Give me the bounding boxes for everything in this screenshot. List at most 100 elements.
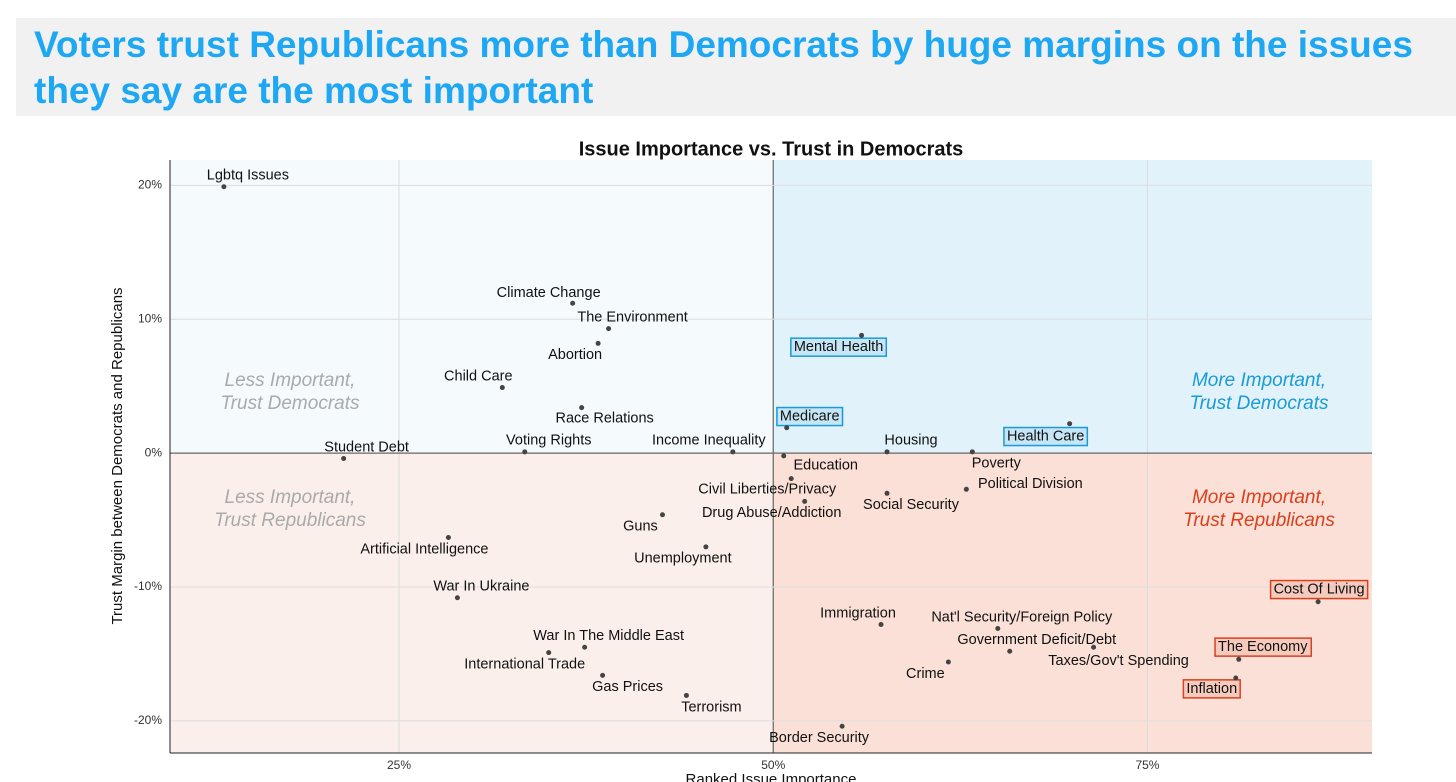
point-label: Housing	[884, 433, 937, 449]
point-label: Poverty	[972, 456, 1022, 472]
data-point	[1091, 644, 1097, 650]
point-label: Voting Rights	[506, 433, 591, 449]
y-tick-label: 10%	[138, 311, 162, 325]
point-label: The Economy	[1218, 639, 1308, 655]
data-point	[1315, 599, 1321, 605]
data-point	[878, 621, 884, 627]
data-point	[839, 723, 845, 729]
data-point	[546, 650, 552, 656]
data-point	[784, 425, 790, 431]
point-label: International Trade	[464, 656, 585, 672]
point-label: Medicare	[780, 409, 840, 425]
quadrant-background	[773, 453, 1372, 753]
label-box	[776, 406, 844, 427]
y-tick-label: 20%	[138, 178, 162, 192]
point-label: Gas Prices	[592, 679, 663, 695]
data-point	[995, 626, 1001, 632]
quadrant-annotation: Trust Republicans	[214, 510, 366, 531]
data-point	[659, 512, 665, 518]
data-point	[341, 456, 347, 462]
point-label: Income Inequality	[652, 433, 766, 449]
data-point	[582, 644, 588, 650]
data-point	[606, 326, 612, 332]
y-tick-label: -10%	[134, 579, 162, 593]
data-point	[522, 449, 528, 455]
data-point	[1233, 675, 1239, 681]
point-label: Education	[793, 458, 858, 474]
point-label: Mental Health	[794, 339, 883, 355]
point-label: Drug Abuse/Addiction	[702, 505, 841, 521]
point-label: Taxes/Gov't Spending	[1048, 653, 1189, 669]
data-point	[963, 486, 969, 492]
quadrant-background	[773, 160, 1372, 454]
point-label: Immigration	[820, 605, 896, 621]
data-point	[1236, 656, 1242, 662]
data-point	[499, 385, 505, 391]
point-label: Nat'l Security/Foreign Policy	[931, 609, 1113, 625]
point-label: Terrorism	[681, 699, 741, 715]
point-label: Guns	[623, 519, 658, 535]
chart-title: Issue Importance vs. Trust in Democrats	[579, 138, 964, 160]
data-point	[859, 332, 865, 338]
data-point	[595, 340, 601, 346]
data-point	[788, 476, 794, 482]
point-label: War In Ukraine	[433, 579, 529, 595]
label-box	[1214, 637, 1312, 657]
x-axis-label: Ranked Issue Importance	[686, 771, 857, 782]
point-label: War In The Middle East	[533, 628, 684, 644]
data-point	[945, 659, 951, 665]
point-label: Artificial Intelligence	[360, 541, 488, 557]
data-point	[781, 453, 787, 459]
x-tick-label: 50%	[761, 758, 785, 772]
data-point	[802, 498, 808, 504]
data-point	[445, 534, 451, 540]
quadrant-annotation: Less Important,	[225, 487, 356, 508]
point-label: Unemployment	[634, 551, 732, 567]
point-label: Civil Liberties/Privacy	[698, 481, 837, 497]
quadrant-background	[170, 160, 774, 454]
quadrant-annotation: More Important,	[1192, 370, 1326, 391]
point-label: Cost Of Living	[1274, 582, 1365, 598]
point-label: Abortion	[548, 347, 602, 363]
point-label: Student Debt	[324, 439, 409, 455]
quadrant-annotation: Trust Democrats	[220, 393, 360, 414]
point-label: Inflation	[1186, 681, 1237, 697]
point-label: Crime	[906, 666, 945, 682]
data-point	[884, 449, 890, 455]
quadrant-annotation: Trust Republicans	[1183, 510, 1335, 531]
quadrant-background	[170, 453, 774, 753]
data-point	[570, 300, 576, 306]
quadrant-annotation: Less Important,	[225, 370, 356, 391]
y-tick-label: -20%	[134, 713, 162, 727]
x-tick-label: 75%	[1135, 758, 1159, 772]
point-label: Child Care	[444, 368, 513, 384]
y-tick-label: 0%	[145, 445, 163, 459]
quadrant-annotation: More Important,	[1192, 487, 1326, 508]
point-label: Government Deficit/Debt	[957, 632, 1116, 648]
point-label: Border Security	[769, 730, 870, 746]
quadrant-annotation: Trust Democrats	[1189, 393, 1329, 414]
header-band	[16, 18, 1456, 116]
data-point	[730, 449, 736, 455]
point-label: Lgbtq Issues	[207, 168, 289, 184]
data-point	[1067, 421, 1073, 427]
label-box	[1269, 579, 1369, 600]
point-label: The Environment	[577, 309, 687, 325]
data-point	[600, 672, 606, 678]
page-title: Voters trust Republicans more than Democ…	[34, 24, 1413, 111]
point-label: Health Care	[1007, 429, 1084, 445]
data-point	[579, 405, 585, 411]
point-label: Political Division	[978, 476, 1083, 492]
data-point	[454, 595, 460, 601]
data-point	[683, 692, 689, 698]
data-point	[221, 184, 227, 190]
label-box	[1182, 679, 1241, 699]
point-label: Climate Change	[497, 285, 601, 301]
data-point	[703, 544, 709, 550]
data-point	[1007, 648, 1013, 654]
x-tick-label: 25%	[387, 758, 411, 772]
y-axis-label: Trust Margin between Democrats and Repub…	[109, 287, 126, 624]
point-label: Social Security	[863, 497, 960, 513]
